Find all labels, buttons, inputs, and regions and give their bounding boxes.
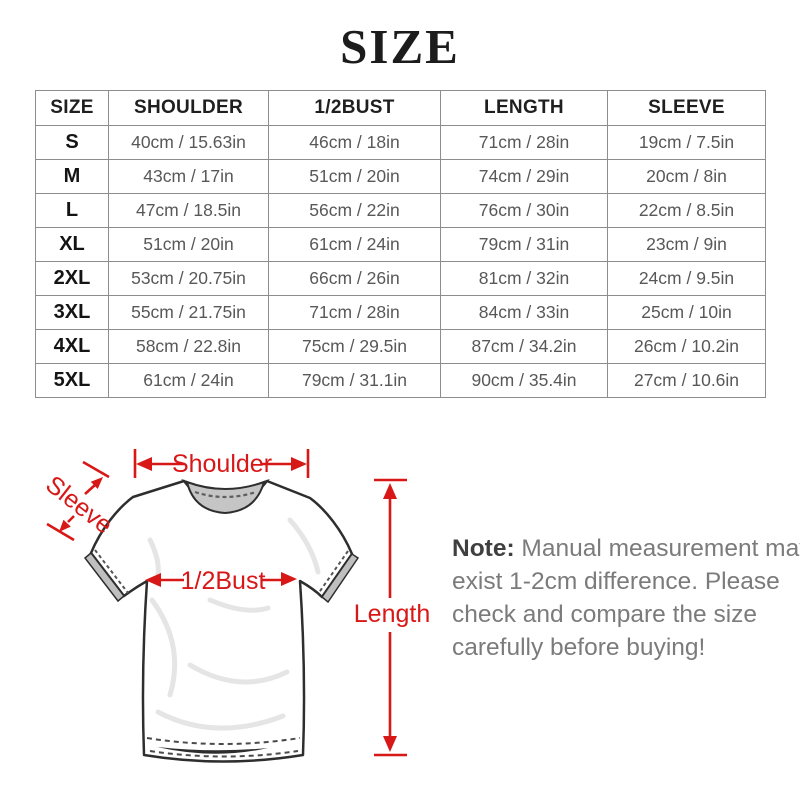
cell-sleeve: 20cm / 8in: [607, 159, 766, 194]
table-header-row: SIZE SHOULDER 1/2BUST LENGTH SLEEVE: [35, 90, 766, 126]
table-row: 3XL 55cm / 21.75in 71cm / 28in 84cm / 33…: [35, 295, 766, 330]
fabric-wrinkles: [147, 517, 321, 731]
cell-size: 3XL: [35, 295, 109, 330]
note-line: carefully before buying!: [452, 634, 706, 661]
cell-shoulder: 47cm / 18.5in: [108, 193, 269, 228]
page-title: SIZE: [340, 19, 460, 74]
cell-shoulder: 43cm / 17in: [108, 159, 269, 194]
cell-size: XL: [35, 227, 109, 262]
shoulder-label: Shoulder: [172, 450, 272, 478]
cell-shoulder: 58cm / 22.8in: [108, 329, 269, 364]
column-header-size: SIZE: [35, 90, 109, 126]
size-table: SIZE SHOULDER 1/2BUST LENGTH SLEEVE S 40…: [35, 90, 766, 398]
measurement-note: Note: Manual measurement may exist 1-2cm…: [452, 532, 800, 664]
column-header-length: LENGTH: [440, 90, 608, 126]
right-cuff-stitching: [317, 550, 349, 595]
cell-bust: 61cm / 24in: [268, 227, 441, 262]
cell-length: 71cm / 28in: [440, 125, 608, 160]
cell-size: 4XL: [35, 329, 109, 364]
bust-arrow: [145, 572, 297, 587]
cell-sleeve: 19cm / 7.5in: [607, 125, 766, 160]
table-row: 5XL 61cm / 24in 79cm / 31.1in 90cm / 35.…: [35, 363, 766, 398]
cell-bust: 56cm / 22in: [268, 193, 441, 228]
left-cuff-stitching: [94, 549, 129, 594]
cell-shoulder: 40cm / 15.63in: [108, 125, 269, 160]
shoulder-arrow: [133, 449, 310, 478]
cell-sleeve: 25cm / 10in: [607, 295, 766, 330]
cell-length: 74cm / 29in: [440, 159, 608, 194]
table-row: 2XL 53cm / 20.75in 66cm / 26in 81cm / 32…: [35, 261, 766, 296]
cell-bust: 66cm / 26in: [268, 261, 441, 296]
left-cuff: [83, 551, 126, 603]
cell-sleeve: 27cm / 10.6in: [607, 363, 766, 398]
table-row: S 40cm / 15.63in 46cm / 18in 71cm / 28in…: [35, 125, 766, 160]
cell-bust: 51cm / 20in: [268, 159, 441, 194]
column-header-sleeve: SLEEVE: [607, 90, 766, 126]
note-text: Manual measurement may: [521, 535, 800, 562]
cell-size: 5XL: [35, 363, 109, 398]
note-line: check and compare the size: [452, 601, 758, 628]
hem-fold: [157, 747, 268, 754]
bust-label: 1/2Bust: [181, 567, 266, 595]
cell-bust: 79cm / 31.1in: [268, 363, 441, 398]
cell-length: 76cm / 30in: [440, 193, 608, 228]
cell-shoulder: 61cm / 24in: [108, 363, 269, 398]
cell-sleeve: 26cm / 10.2in: [607, 329, 766, 364]
note-line: Note: Manual measurement may: [452, 532, 800, 565]
column-header-bust: 1/2BUST: [268, 90, 441, 126]
column-header-shoulder: SHOULDER: [108, 90, 269, 126]
right-cuff: [320, 552, 360, 604]
tshirt-measurement-diagram: Shoulder Sleeve 1/2Bust: [40, 449, 430, 763]
cell-shoulder: 55cm / 21.75in: [108, 295, 269, 330]
table-row: L 47cm / 18.5in 56cm / 22in 76cm / 30in …: [35, 193, 766, 228]
hem-stitching-top: [146, 737, 301, 745]
table-row: 4XL 58cm / 22.8in 75cm / 29.5in 87cm / 3…: [35, 329, 766, 364]
cell-size: M: [35, 159, 109, 194]
cell-size: S: [35, 125, 109, 160]
cell-shoulder: 51cm / 20in: [108, 227, 269, 262]
cell-length: 84cm / 33in: [440, 295, 608, 330]
cell-size: 2XL: [35, 261, 109, 296]
cell-sleeve: 22cm / 8.5in: [607, 193, 766, 228]
table-row: XL 51cm / 20in 61cm / 24in 79cm / 31in 2…: [35, 227, 766, 262]
tshirt-outline: [89, 479, 354, 763]
cell-bust: 46cm / 18in: [268, 125, 441, 160]
note-label: Note:: [452, 535, 515, 562]
cell-length: 90cm / 35.4in: [440, 363, 608, 398]
cell-length: 81cm / 32in: [440, 261, 608, 296]
length-label: Length: [354, 600, 430, 628]
cell-size: L: [35, 193, 109, 228]
cell-length: 87cm / 34.2in: [440, 329, 608, 364]
cell-shoulder: 53cm / 20.75in: [108, 261, 269, 296]
sleeve-label: Sleeve: [40, 470, 117, 539]
cell-bust: 71cm / 28in: [268, 295, 441, 330]
hem-stitching-bottom: [149, 750, 299, 758]
collar-stitching: [194, 490, 257, 499]
note-line: exist 1-2cm difference. Please: [452, 568, 780, 595]
cell-length: 79cm / 31in: [440, 227, 608, 262]
length-arrow: [374, 478, 407, 757]
table-row: M 43cm / 17in 51cm / 20in 74cm / 29in 20…: [35, 159, 766, 194]
cell-sleeve: 24cm / 9.5in: [607, 261, 766, 296]
cell-bust: 75cm / 29.5in: [268, 329, 441, 364]
sleeve-arrow: [46, 460, 110, 542]
cell-sleeve: 23cm / 9in: [607, 227, 766, 262]
